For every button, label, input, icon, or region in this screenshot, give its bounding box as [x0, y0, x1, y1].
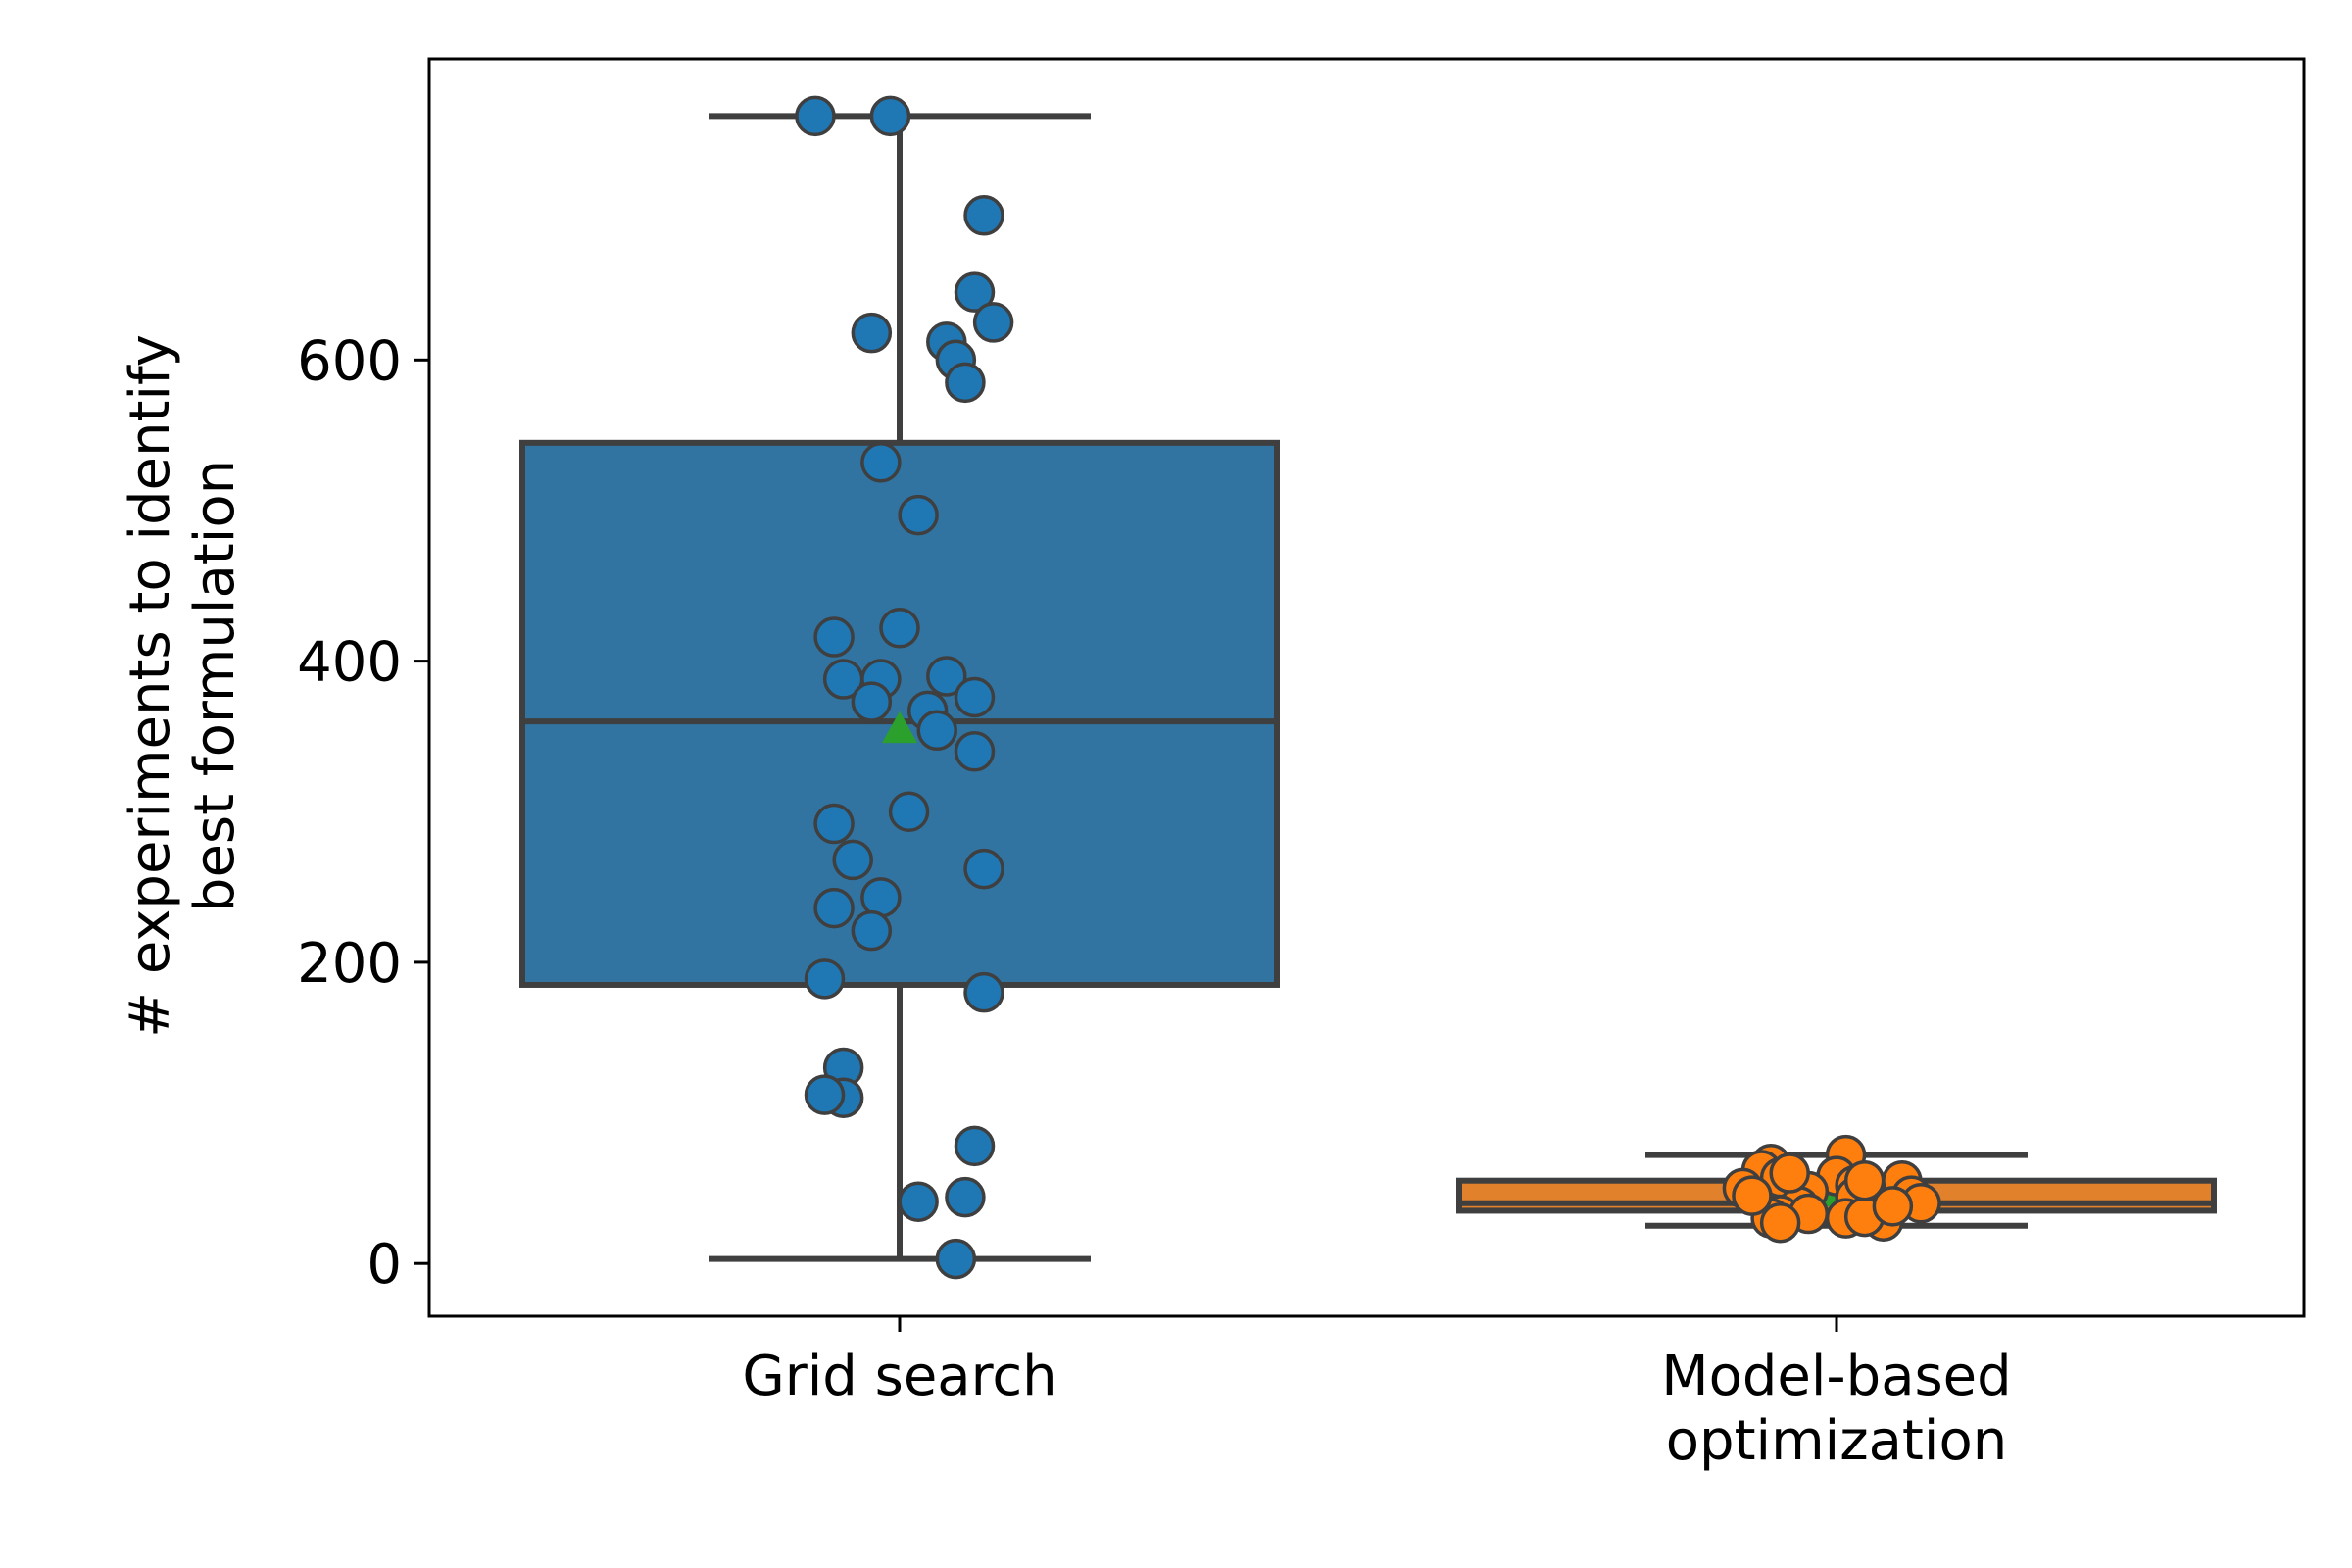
data-point — [963, 848, 1004, 890]
data-point — [954, 1125, 996, 1167]
data-point — [1732, 1175, 1773, 1216]
data-point — [888, 791, 930, 833]
data-point — [963, 195, 1004, 236]
data-point — [935, 1238, 977, 1280]
box-group-2 — [1456, 1134, 2217, 1244]
data-point — [813, 616, 855, 658]
data-point — [813, 887, 855, 929]
y-axis: 0 200 400 600 — [297, 329, 429, 1297]
y-tick-label: 200 — [297, 932, 402, 996]
plot-frame — [427, 57, 2306, 1318]
data-point — [945, 1176, 986, 1218]
data-point — [860, 442, 902, 483]
data-point — [795, 95, 836, 137]
x-axis: Grid search Model-based optimization — [742, 1316, 2012, 1473]
data-point — [851, 312, 893, 354]
data-point — [954, 271, 996, 313]
mean-marker — [882, 710, 917, 744]
data-point — [916, 710, 957, 752]
data-point — [851, 681, 893, 722]
data-point — [972, 302, 1014, 343]
data-point — [822, 659, 864, 700]
data-point — [898, 494, 939, 536]
data-point — [879, 608, 920, 649]
data-point — [804, 1074, 846, 1115]
data-point — [832, 839, 873, 881]
data-point — [804, 958, 846, 1000]
data-point — [954, 731, 996, 772]
data-point — [869, 95, 911, 137]
y-tick-label: 600 — [297, 329, 402, 393]
data-point — [860, 877, 902, 918]
data-point — [1769, 1152, 1810, 1194]
y-axis-label: # experiments to identifybest formulatio… — [119, 334, 247, 1038]
x-tick-label: Model-based optimization — [1661, 1345, 2011, 1473]
data-point — [851, 909, 893, 952]
data-point — [963, 971, 1004, 1013]
data-point — [1759, 1201, 1801, 1244]
y-tick-label: 0 — [367, 1233, 402, 1297]
plot-area — [519, 95, 2217, 1280]
data-point — [813, 803, 855, 845]
data-point — [926, 656, 967, 697]
data-point — [1843, 1159, 1886, 1201]
x-tick-label: Grid search — [742, 1345, 1056, 1408]
data-point — [898, 1181, 939, 1222]
data-point — [1872, 1186, 1914, 1227]
y-tick-label: 400 — [297, 631, 402, 695]
data-point — [945, 362, 986, 404]
data-point — [954, 676, 996, 718]
box-group-1 — [519, 95, 1280, 1280]
